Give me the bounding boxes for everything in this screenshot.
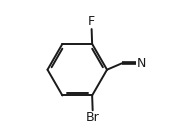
Text: Br: Br: [86, 111, 100, 124]
Text: N: N: [137, 57, 146, 70]
Text: F: F: [88, 15, 95, 28]
